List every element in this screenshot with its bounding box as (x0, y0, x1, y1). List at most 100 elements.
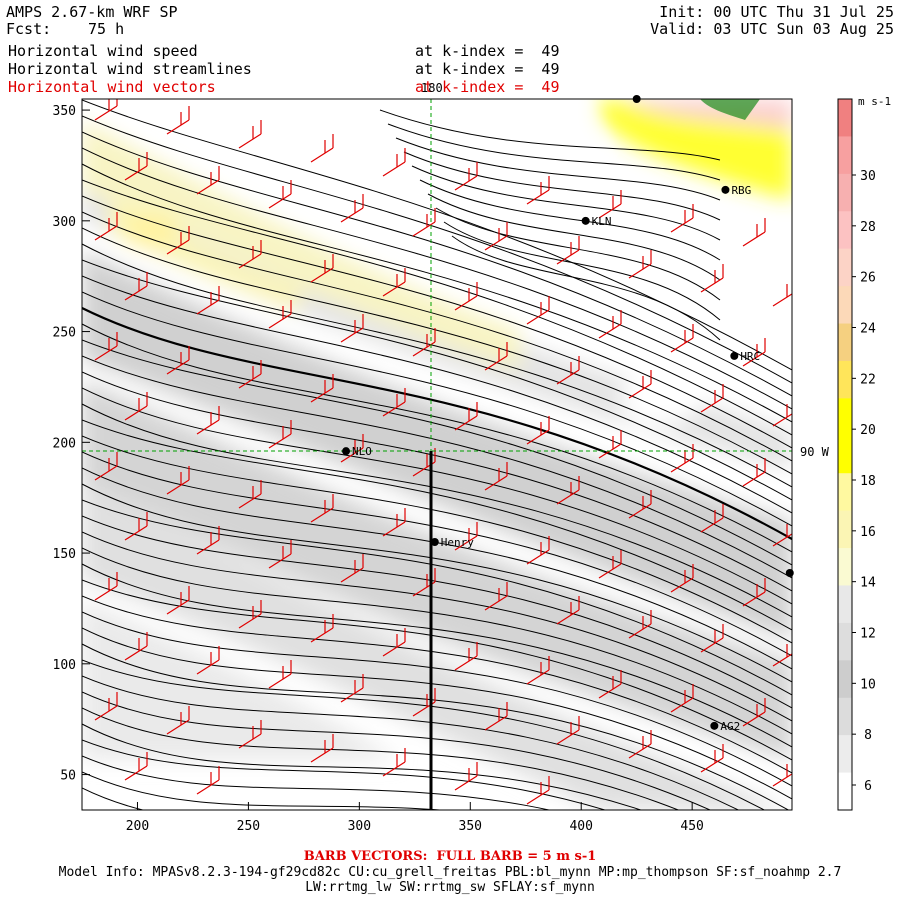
wind-barb (166, 346, 190, 375)
colorbar-label: 10 (860, 677, 876, 692)
wind-barb (382, 388, 406, 417)
colorbar-segment (838, 435, 852, 474)
wind-barb (166, 706, 190, 735)
station-label: NLO (352, 445, 372, 458)
wind-barb (454, 402, 478, 431)
streamline (82, 467, 792, 670)
wind-barb (670, 204, 694, 233)
wind-barb (742, 698, 766, 727)
y-tick-label: 250 (53, 326, 76, 341)
wind-barb (94, 212, 118, 241)
streamline (451, 235, 721, 341)
colorbar-segment (838, 735, 852, 774)
colorbar-segment (838, 473, 852, 512)
wind-barb (196, 526, 220, 555)
wind-barb (484, 222, 508, 251)
colorbar-label: 30 (860, 169, 876, 184)
colorbar-segment (838, 585, 852, 624)
wind-barb (484, 702, 508, 731)
colorbar: 6 8 10 12 14 16 18 20 22 24 26 28 30 (837, 98, 876, 811)
field-level-streamlines: at k-index = 49 (415, 60, 560, 78)
streamline (82, 403, 792, 618)
streamline (443, 221, 721, 321)
wind-barb (124, 752, 148, 781)
station-marker (721, 185, 730, 194)
wind-barb (238, 480, 262, 509)
streamline (82, 627, 792, 800)
colorbar-segment (838, 622, 852, 661)
field-level-vectors: at k-index = 49 (415, 78, 560, 96)
wind-barb (772, 524, 792, 547)
x-tick-label: 300 (348, 819, 371, 834)
wind-barb (268, 300, 292, 329)
wind-barb (454, 522, 478, 551)
wind-barb (94, 452, 118, 481)
streamline (82, 179, 792, 436)
wind-barb (382, 148, 406, 177)
streamline (82, 243, 792, 488)
colorbar-unit: m s-1 (858, 95, 891, 108)
wind-barb (484, 462, 508, 491)
wind-barb (700, 624, 724, 653)
field-name-streamlines: Horizontal wind streamlines (8, 60, 252, 78)
station-marker (730, 351, 739, 360)
wind-barb (238, 360, 262, 389)
streamline (82, 595, 792, 774)
wind-barb (94, 692, 118, 721)
streamline (419, 179, 721, 261)
colorbar-segment (838, 660, 852, 699)
station-label: Henry (441, 536, 474, 549)
forecast-label: Fcst: (6, 20, 52, 38)
streamline (403, 151, 721, 221)
colorbar-label: 12 (860, 627, 876, 642)
streamline (82, 131, 792, 397)
wind-speed-shading (82, 99, 792, 810)
colorbar-segment (838, 99, 852, 137)
colorbar-label: 28 (860, 220, 876, 235)
streamline (82, 563, 792, 748)
wind-barb (238, 720, 262, 749)
streamline (82, 515, 792, 709)
streamline (82, 115, 792, 384)
wind-barb (310, 614, 334, 643)
wind-barb (166, 586, 190, 615)
model-info-2: LW:rrtmg_lw SW:rrtmg_sw SFLAY:sf_mynn (305, 880, 595, 895)
wind-barb (268, 660, 292, 689)
streamline (82, 691, 711, 810)
wind-barb (238, 240, 262, 269)
wind-barb (454, 642, 478, 671)
y-tick-label: 150 (53, 547, 76, 562)
x-tick-label: 400 (569, 819, 592, 834)
model-info: Model Info: MPASv8.2.3-194-gf29cd82c CU:… (58, 865, 842, 880)
wind-barb (526, 776, 550, 805)
wind-barb (700, 264, 724, 293)
streamline (82, 771, 446, 810)
streamline (427, 193, 721, 281)
wind-barb (556, 476, 580, 505)
wind-barb (166, 106, 190, 135)
wind-barb (628, 490, 652, 519)
wind-barb (382, 508, 406, 537)
wind-barb (598, 550, 622, 579)
field-level-speed: at k-index = 49 (415, 42, 560, 60)
station-marker (785, 569, 794, 577)
wind-barb (742, 338, 766, 367)
streamline (82, 307, 792, 540)
wind-barb (526, 296, 550, 325)
colorbar-segment (838, 286, 852, 325)
wind-barb (196, 286, 220, 315)
streamline (82, 531, 792, 722)
wind-barb (772, 644, 792, 667)
wind-barb (382, 628, 406, 657)
streamline (379, 109, 721, 161)
streamline (82, 579, 792, 761)
wind-barb (742, 218, 766, 247)
streamline (82, 435, 792, 644)
wind-barb (742, 578, 766, 607)
y-tick-label: 350 (53, 104, 76, 119)
colorbar-segment (838, 772, 852, 811)
forecast-hours: 75 h (88, 20, 125, 38)
wind-barb (340, 314, 364, 343)
wind-barb (454, 162, 478, 191)
